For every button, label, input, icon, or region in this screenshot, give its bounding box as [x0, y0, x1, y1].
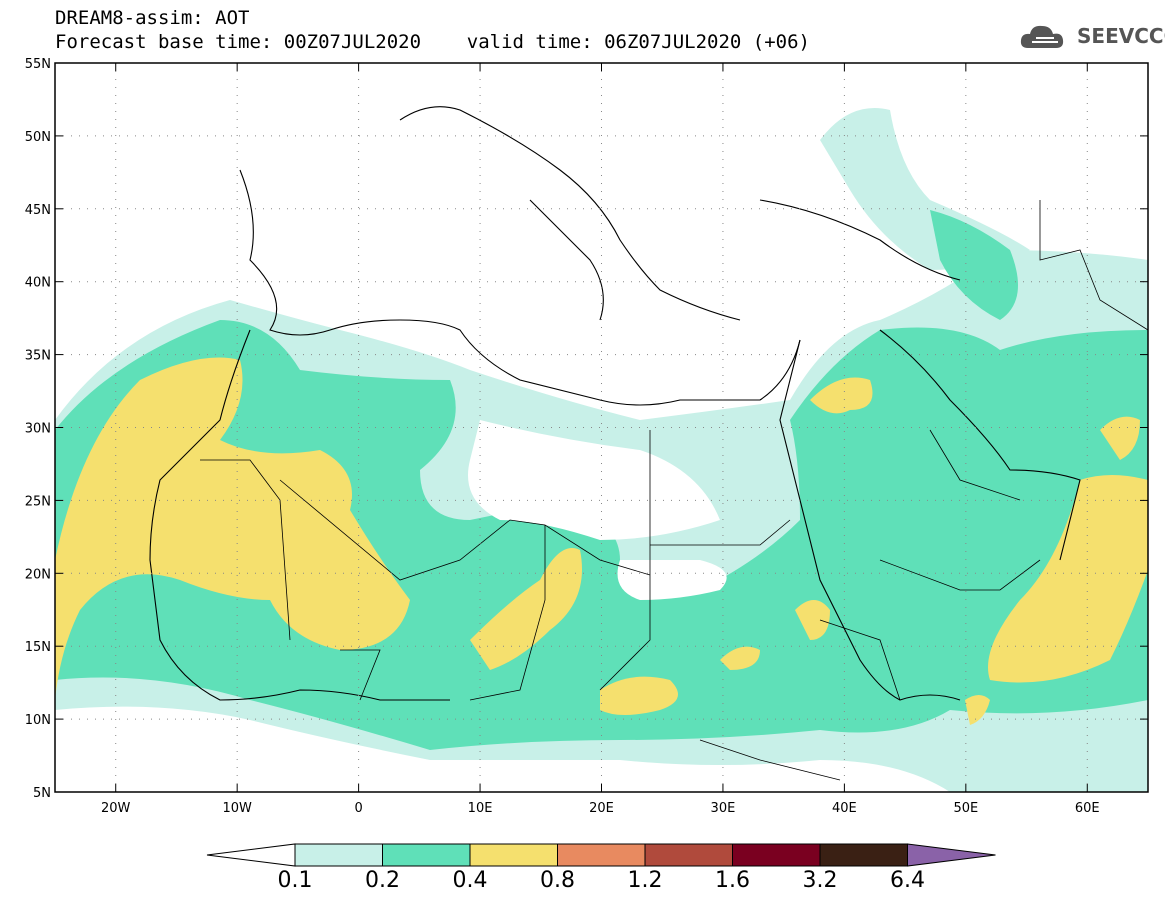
colorbar-label: 0.4	[452, 868, 488, 893]
chart-title-line2: Forecast base time: 00Z07JUL2020 valid t…	[55, 31, 810, 53]
lat-tick-label: 25N	[25, 494, 51, 509]
lat-tick-label: 40N	[25, 276, 51, 291]
lat-tick-label: 35N	[25, 349, 51, 364]
colorbar-label: 1.6	[715, 868, 750, 893]
lat-tick-label: 45N	[25, 203, 51, 218]
lat-tick-label: 30N	[25, 422, 51, 437]
aot-gap-east	[617, 560, 727, 600]
aot-band-high-sudan	[720, 646, 760, 670]
lon-tick-label: 10E	[468, 801, 493, 816]
aot-band-high-redsea	[795, 600, 830, 640]
colorbar-box	[469, 843, 558, 867]
aot-band-high-chad	[600, 676, 678, 715]
lon-tick-label: 20E	[589, 801, 614, 816]
colorbar-label: 0.8	[540, 868, 575, 893]
lon-tick-label: 20W	[101, 801, 131, 816]
aot-band-high-gulf	[1100, 416, 1140, 460]
lon-tick-label: 30E	[711, 801, 736, 816]
colorbar-over-arrow	[907, 843, 996, 867]
coastlines	[149, 106, 1081, 701]
lon-tick-label: 10W	[222, 801, 252, 816]
borders	[200, 200, 1148, 781]
colorbar-box	[557, 843, 646, 867]
aot-band-high-west	[55, 357, 410, 700]
lat-tick-label: 15N	[25, 640, 51, 655]
lat-tick-label: 5N	[33, 786, 51, 801]
colorbar	[206, 843, 996, 867]
lat-tick-label: 50N	[25, 130, 51, 145]
lon-tick-label: 50E	[953, 801, 978, 816]
lon-tick-label: 0	[354, 801, 362, 816]
colorbar-label: 1.2	[627, 868, 663, 893]
colorbar-label: 0.2	[365, 868, 400, 893]
colorbar-box	[732, 843, 821, 867]
cloud-icon	[1020, 25, 1064, 48]
colorbar-label: 3.2	[802, 868, 838, 893]
aot-band-high-iraq	[810, 377, 873, 414]
aot-band-high-somalia	[965, 695, 990, 725]
aot-band-high-arabian-sea	[988, 475, 1148, 683]
lon-tick-label: 40E	[832, 801, 857, 816]
colorbar-box	[382, 843, 471, 867]
lat-tick-label: 20N	[25, 567, 51, 582]
colorbar-label: 6.4	[890, 868, 925, 893]
colorbar-box	[644, 843, 733, 867]
colorbar-box	[819, 843, 908, 867]
aot-band-high-central	[470, 548, 582, 670]
lon-tick-label: 60E	[1075, 801, 1100, 816]
colorbar-label: 0.1	[277, 868, 313, 893]
chart-title-line1: DREAM8-assim: AOT	[55, 7, 250, 29]
aot-band-medium-north	[930, 210, 1018, 320]
colorbar-under-arrow	[206, 843, 296, 867]
colorbar-box	[294, 843, 383, 867]
logo-text: SEEVCCC	[1077, 24, 1165, 48]
lat-tick-label: 55N	[25, 57, 51, 72]
lat-tick-label: 10N	[25, 713, 51, 728]
aot-gap-sahara	[468, 420, 720, 540]
